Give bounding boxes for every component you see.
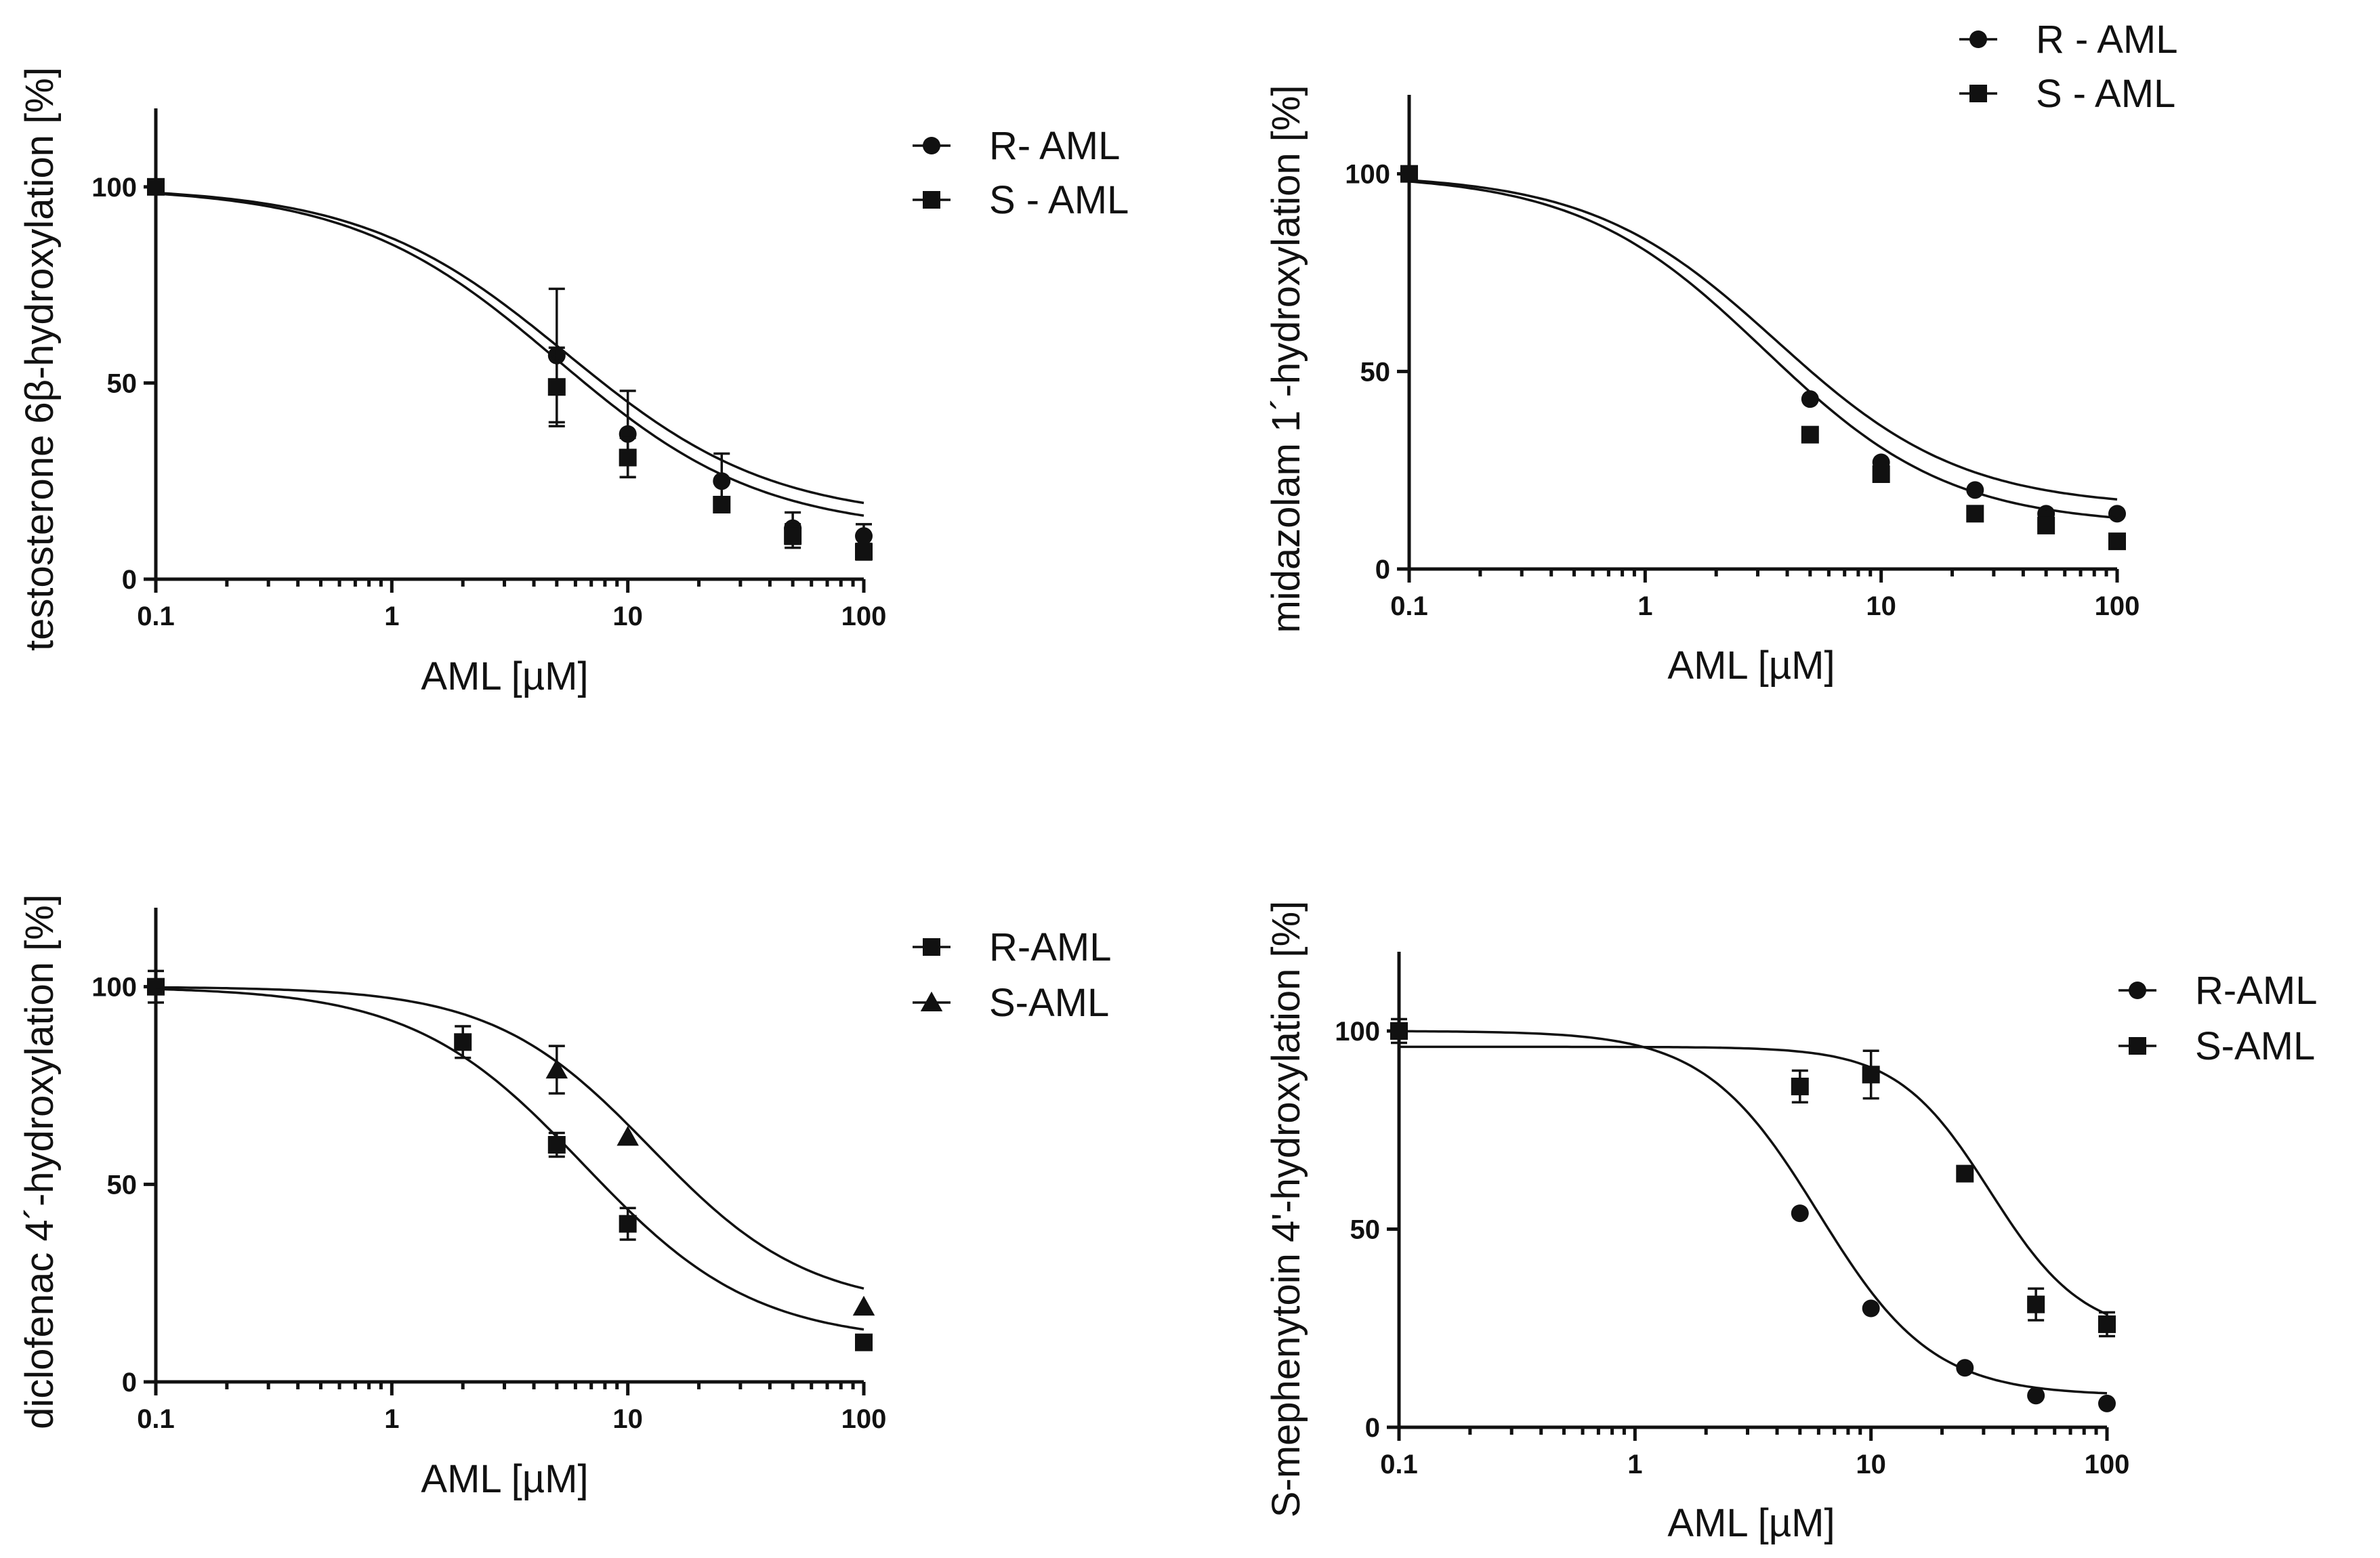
data-point [2037, 516, 2055, 534]
y-tick-label: 50 [1350, 1215, 1381, 1245]
data-point [1966, 505, 1984, 523]
data-point [547, 1136, 566, 1154]
y-tick-label: 100 [1345, 160, 1390, 190]
x-tick-label: 1 [384, 1404, 399, 1434]
data-point [1400, 165, 1418, 183]
data-point [1862, 1066, 1880, 1084]
x-tick-label: 100 [841, 1404, 887, 1434]
x-axis-label: AML [µM] [1667, 1501, 1835, 1545]
fit-curve-s-aml [156, 986, 864, 1290]
data-point [713, 495, 731, 513]
data-point [1956, 1359, 1974, 1377]
y-axis-label: diclofenac 4´-hydroxylation [%] [18, 894, 62, 1429]
x-tick-label: 100 [2095, 591, 2140, 621]
data-point [1791, 1204, 1809, 1223]
legend-marker [2129, 1037, 2146, 1055]
legend-marker [923, 938, 940, 956]
y-axis-label: testosterone 6β-hydroxylation [%] [18, 67, 62, 651]
x-tick-label: 100 [2085, 1450, 2130, 1479]
x-axis-label: AML [µM] [421, 654, 588, 698]
y-tick-label: 100 [91, 173, 137, 203]
legend-marker [2129, 982, 2146, 999]
panel-testosterone: testosterone 6β-hydroxylation [%] AML [µ… [18, 67, 1129, 698]
y-axis-label: S-mephenytoin 4'-hydroxylation [%] [1264, 901, 1308, 1518]
fit-curve-r-aml [1398, 1030, 2108, 1395]
y-axis-label: midazolam 1´-hydroxylation [%] [1264, 85, 1308, 633]
fit-curve-r-aml [155, 191, 864, 505]
legend-label: S - AML [989, 178, 1129, 222]
data-point [2108, 505, 2126, 523]
data-point [784, 527, 802, 545]
data-point [855, 1333, 873, 1351]
legend-marker [1969, 30, 1987, 48]
y-tick-label: 100 [1335, 1017, 1380, 1047]
legend-label: R- AML [989, 124, 1120, 168]
data-point [2027, 1295, 2045, 1313]
x-tick-label: 10 [612, 602, 643, 631]
data-point [1791, 1077, 1809, 1095]
x-axis-label: AML [µM] [421, 1457, 588, 1501]
data-point [454, 1033, 472, 1051]
x-tick-label: 10 [612, 1404, 643, 1434]
legend-marker [920, 991, 943, 1011]
data-point [545, 1058, 568, 1079]
legend-marker [923, 137, 940, 154]
x-tick-label: 0.1 [1390, 591, 1428, 621]
y-tick-label: 50 [107, 1170, 138, 1200]
panel-diclofenac: diclofenac 4´-hydroxylation [%] AML [µM]… [18, 894, 1111, 1501]
data-point [2098, 1315, 2116, 1333]
data-point [1956, 1164, 1974, 1183]
data-point [617, 1126, 639, 1146]
y-tick-label: 0 [122, 1368, 137, 1397]
x-tick-label: 1 [1627, 1450, 1642, 1479]
data-point [147, 177, 165, 196]
data-point [852, 1295, 875, 1316]
y-tick-label: 50 [107, 369, 138, 398]
y-tick-label: 100 [91, 973, 137, 1003]
legend-marker [1969, 85, 1987, 102]
fit-curve-s-aml [1399, 1045, 2108, 1315]
data-point [547, 378, 566, 396]
legend-label: S-AML [2195, 1024, 2315, 1068]
fit-curve-s-aml [1408, 180, 2118, 520]
legend-label: S-AML [989, 981, 1109, 1025]
x-tick-label: 1 [384, 602, 399, 631]
data-point [1801, 425, 1819, 444]
data-point [855, 543, 873, 561]
legend-label: R-AML [989, 925, 1111, 969]
y-tick-label: 0 [122, 565, 137, 595]
panel-s-mephenytoin: S-mephenytoin 4'-hydroxylation [%] AML [… [1264, 901, 2317, 1545]
panel-midazolam: midazolam 1´-hydroxylation [%] AML [µM] … [1264, 18, 2178, 688]
data-point [855, 527, 873, 545]
x-tick-label: 10 [1856, 1450, 1886, 1479]
legend-label: R - AML [2036, 18, 2178, 62]
x-tick-label: 10 [1866, 591, 1896, 621]
x-tick-label: 0.1 [137, 1404, 175, 1434]
data-point [2098, 1394, 2116, 1412]
y-tick-label: 0 [1365, 1413, 1380, 1443]
data-point [1390, 1022, 1408, 1040]
data-point [1862, 1299, 1880, 1318]
y-tick-label: 50 [1360, 357, 1391, 387]
legend-marker [923, 191, 940, 209]
legend-label: S - AML [2036, 72, 2175, 116]
data-point [1872, 465, 1890, 483]
x-tick-label: 0.1 [1380, 1450, 1418, 1479]
x-axis-label: AML [µM] [1667, 644, 1835, 688]
data-point [2108, 532, 2126, 551]
data-point [619, 1215, 637, 1233]
x-tick-label: 0.1 [137, 602, 175, 631]
x-tick-label: 100 [841, 602, 887, 631]
fit-curve-s-aml [155, 192, 864, 517]
fit-curve-r-aml [155, 988, 864, 1331]
x-tick-label: 1 [1637, 591, 1652, 621]
legend-label: R-AML [2195, 969, 2317, 1013]
data-point [2027, 1387, 2045, 1405]
y-tick-label: 0 [1375, 555, 1390, 585]
fit-curve-r-aml [1408, 179, 2118, 501]
data-point [619, 448, 637, 467]
